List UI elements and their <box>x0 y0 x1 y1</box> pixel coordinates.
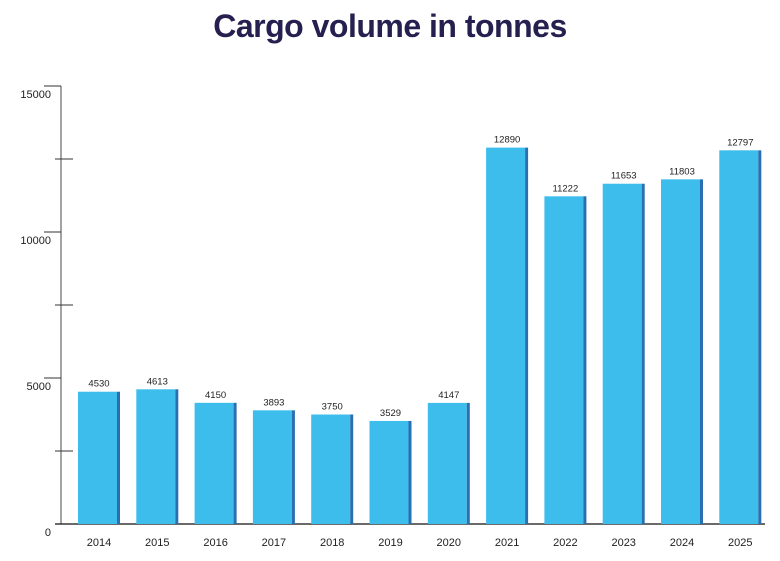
bar-2023 <box>602 183 642 524</box>
y-tick-label: 15000 <box>20 89 51 101</box>
bar-edge-2015 <box>175 389 179 524</box>
x-tick-label-2021: 2021 <box>495 537 519 549</box>
bar-edge-2020 <box>466 402 470 524</box>
bar-2019 <box>369 420 409 524</box>
bar-edge-2016 <box>233 402 237 524</box>
data-label-2022: 11222 <box>553 183 579 194</box>
x-tick-label-2023: 2023 <box>611 537 635 549</box>
bar-edge-2017 <box>291 410 295 524</box>
bar-edge-2024 <box>700 179 703 524</box>
data-label-2025: 12797 <box>727 137 753 148</box>
bar-2017 <box>252 410 292 524</box>
data-label-2015: 4613 <box>147 376 168 387</box>
data-label-2014: 4530 <box>88 379 109 390</box>
x-tick-label-2018: 2018 <box>320 537 344 549</box>
bar-2021 <box>486 147 526 524</box>
x-tick-label-2015: 2015 <box>145 537 169 549</box>
bar-2024 <box>661 179 700 524</box>
bar-2018 <box>311 414 351 524</box>
y-tick-label: 10000 <box>20 235 51 247</box>
bar-2014 <box>78 391 117 524</box>
data-label-2021: 12890 <box>494 135 520 146</box>
bar-2020 <box>427 402 467 524</box>
data-label-2016: 4150 <box>205 390 226 401</box>
bar-2016 <box>194 402 234 524</box>
data-label-2019: 3529 <box>380 408 401 419</box>
bar-2025 <box>719 150 759 524</box>
data-label-2017: 3893 <box>263 397 284 408</box>
bar-edge-2014 <box>117 391 120 524</box>
y-tick-label: 0 <box>45 527 51 539</box>
data-label-2023: 11653 <box>611 171 637 182</box>
bar-edge-2018 <box>350 414 354 524</box>
data-label-2024: 11803 <box>669 166 695 177</box>
data-label-2018: 3750 <box>322 402 343 413</box>
x-tick-label-2020: 2020 <box>437 537 461 549</box>
bar-2022 <box>544 196 584 524</box>
x-tick-label-2017: 2017 <box>262 537 286 549</box>
y-tick-label: 5000 <box>27 381 51 393</box>
bar-edge-2019 <box>408 420 412 524</box>
bar-edge-2022 <box>583 196 587 524</box>
x-tick-label-2014: 2014 <box>87 537 111 549</box>
x-tick-label-2022: 2022 <box>553 537 577 549</box>
x-tick-label-2024: 2024 <box>670 537 694 549</box>
chart-title: Cargo volume in tonnes <box>213 8 567 44</box>
bar-2015 <box>136 389 176 524</box>
bar-edge-2023 <box>641 183 645 524</box>
x-tick-label-2019: 2019 <box>378 537 402 549</box>
x-tick-label-2025: 2025 <box>728 537 752 549</box>
bar-edge-2021 <box>525 147 529 524</box>
data-label-2020: 4147 <box>438 390 459 401</box>
bar-edge-2025 <box>758 150 762 524</box>
x-tick-label-2016: 2016 <box>203 537 227 549</box>
